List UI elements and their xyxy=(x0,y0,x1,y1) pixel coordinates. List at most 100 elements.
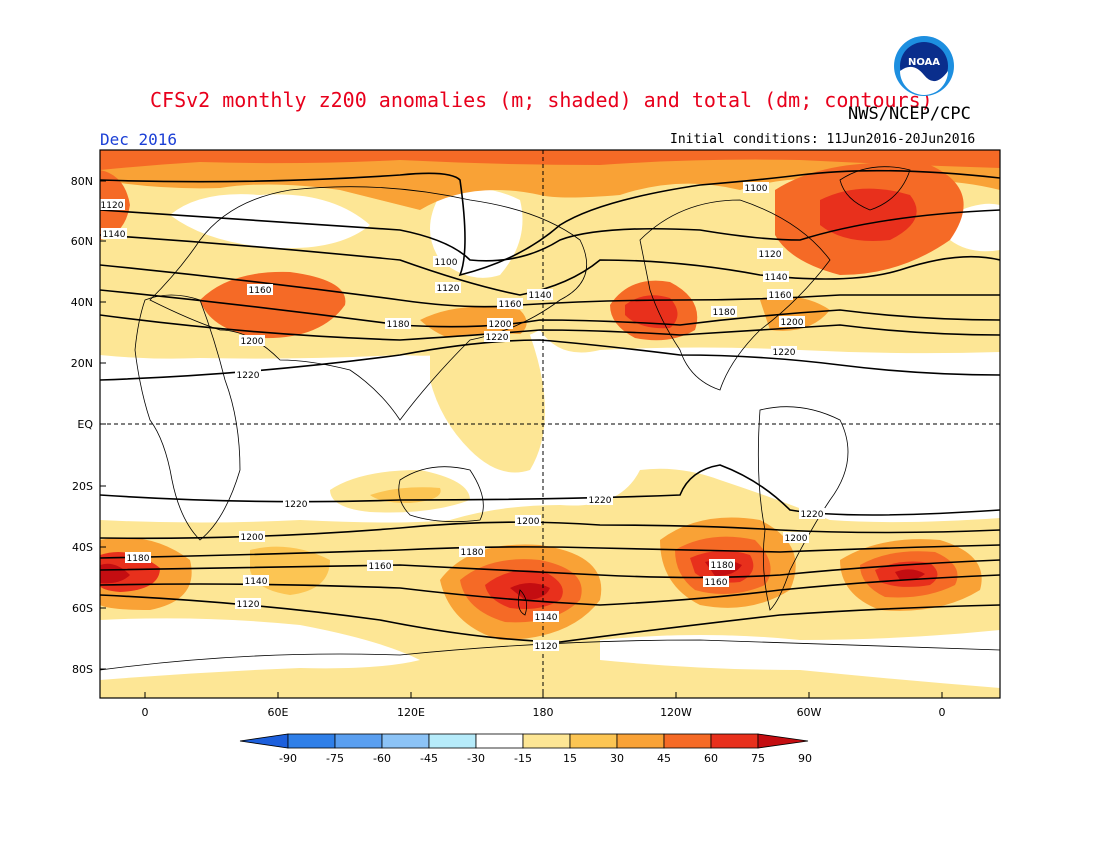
forecast-month: Dec 2016 xyxy=(100,130,178,149)
contour-label-bg xyxy=(435,282,461,293)
contour-label: 1220 xyxy=(773,348,796,358)
colorbar-label: 30 xyxy=(610,752,624,765)
noaa-logo-icon: NOAA xyxy=(894,36,954,96)
colorbar-swatch xyxy=(287,733,336,749)
contour-label-bg xyxy=(247,284,273,295)
contour-label-bg xyxy=(243,575,269,586)
contour-label-bg xyxy=(703,576,729,587)
contour-label: 1140 xyxy=(765,273,788,283)
lat-label: 20S xyxy=(72,480,93,493)
contour-label: 1120 xyxy=(101,201,124,211)
lat-label: 60N xyxy=(71,235,93,248)
colorbar-label: -75 xyxy=(326,752,344,765)
colorbar-label: -45 xyxy=(420,752,438,765)
org-label: NWS/NCEP/CPC xyxy=(848,104,971,124)
contour-label-bg xyxy=(757,248,783,259)
contour-label-bg xyxy=(459,546,485,557)
contour-1160-s xyxy=(100,559,1000,579)
contour-label-bg xyxy=(235,369,261,380)
contour-label: 1220 xyxy=(237,371,260,381)
contour-label-bg xyxy=(779,316,805,327)
colorbar-swatch xyxy=(334,733,383,749)
longitude-axis: 0 60E 120E 180 120W 60W 0 xyxy=(142,692,946,719)
contour-label-bg xyxy=(533,640,559,651)
contour-1180-s xyxy=(100,544,1000,559)
contour-label-bg xyxy=(767,289,793,300)
lon-label: 60E xyxy=(268,706,289,719)
contour-label-bg xyxy=(533,611,559,622)
contour-1140-s xyxy=(100,574,1000,606)
contour-label: 1180 xyxy=(127,554,150,564)
lon-label: 180 xyxy=(533,706,554,719)
lat-label: 80S xyxy=(72,663,93,676)
colorbar-swatch xyxy=(616,733,665,749)
contour-label-bg xyxy=(497,298,523,309)
contour-label: 1100 xyxy=(435,258,458,268)
contour-label-bg xyxy=(587,494,613,505)
height-contours xyxy=(100,169,1000,643)
contour-label: 1200 xyxy=(517,517,540,527)
colorbar-swatch xyxy=(428,733,477,749)
colorbar-swatch xyxy=(381,733,430,749)
contour-label-bg xyxy=(743,182,769,193)
contour-label: 1220 xyxy=(486,333,509,343)
contour-label-bg xyxy=(771,346,797,357)
contour-label: 1160 xyxy=(769,291,792,301)
contour-1200 xyxy=(100,314,1000,341)
contour-label-bg xyxy=(235,598,261,609)
noaa-logo-text: NOAA xyxy=(908,57,940,68)
contour-label: 1220 xyxy=(801,510,824,520)
contour-label: 1140 xyxy=(103,230,126,240)
contour-label: 1120 xyxy=(535,642,558,652)
colorbar-label: -15 xyxy=(514,752,532,765)
lon-label: 0 xyxy=(939,706,946,719)
lat-label: EQ xyxy=(77,418,93,431)
colorbar-label: 75 xyxy=(751,752,765,765)
contour-1160 xyxy=(100,264,1000,308)
contour-label-bg xyxy=(239,531,265,542)
colorbar-label: 90 xyxy=(798,752,812,765)
chart-title: CFSv2 monthly z200 anomalies (m; shaded)… xyxy=(150,88,933,112)
contour-label: 1160 xyxy=(369,562,392,572)
contour-label: 1100 xyxy=(745,184,768,194)
lat-label: 80N xyxy=(71,175,93,188)
contour-label: 1160 xyxy=(249,286,272,296)
contour-label: 1200 xyxy=(785,534,808,544)
latitude-axis: 80N 60N 40N 20N EQ 20S 40S 60S 80S xyxy=(71,175,106,676)
initial-conditions: Initial conditions: 11Jun2016-20Jun2016 xyxy=(670,132,976,147)
colorbar-label: -60 xyxy=(373,752,391,765)
contour-label-bg xyxy=(783,532,809,543)
lat-label: 40N xyxy=(71,296,93,309)
contour-1100 xyxy=(100,169,1000,277)
contour-1200-s xyxy=(100,521,1000,540)
lat-label: 20N xyxy=(71,357,93,370)
colorbar-swatch xyxy=(475,733,524,749)
contour-label: 1120 xyxy=(437,284,460,294)
lon-label: 0 xyxy=(142,706,149,719)
contour-label-bg xyxy=(239,335,265,346)
contour-1120-s xyxy=(100,594,1000,643)
contour-label: 1180 xyxy=(387,320,410,330)
contour-label: 1180 xyxy=(711,561,734,571)
contour-label-bg xyxy=(709,559,735,570)
colorbar-label: -90 xyxy=(279,752,297,765)
lon-label: 60W xyxy=(797,706,822,719)
colorbar: -90 -75 -60 -45 -30 -15 15 30 45 60 75 90 xyxy=(239,733,812,765)
contour-1120 xyxy=(100,209,1000,262)
contour-label-group: 1100 1100 1120 1120 1120 1140 1140 1140 1160 1160… xyxy=(99,182,825,652)
contour-label: 1200 xyxy=(241,533,264,543)
lon-label: 120W xyxy=(660,706,692,719)
contour-label-bg xyxy=(515,515,541,526)
colorbar-swatch xyxy=(663,733,712,749)
lat-label: 60S xyxy=(72,602,93,615)
contour-label-bg xyxy=(711,306,737,317)
contour-label: 1180 xyxy=(461,548,484,558)
contour-label: 1120 xyxy=(237,600,260,610)
contour-label-bg xyxy=(283,498,309,509)
contour-1220 xyxy=(100,339,1000,381)
lon-label: 120E xyxy=(397,706,425,719)
contour-label: 1140 xyxy=(535,613,558,623)
contour-label: 1120 xyxy=(759,250,782,260)
contour-label: 1200 xyxy=(489,320,512,330)
